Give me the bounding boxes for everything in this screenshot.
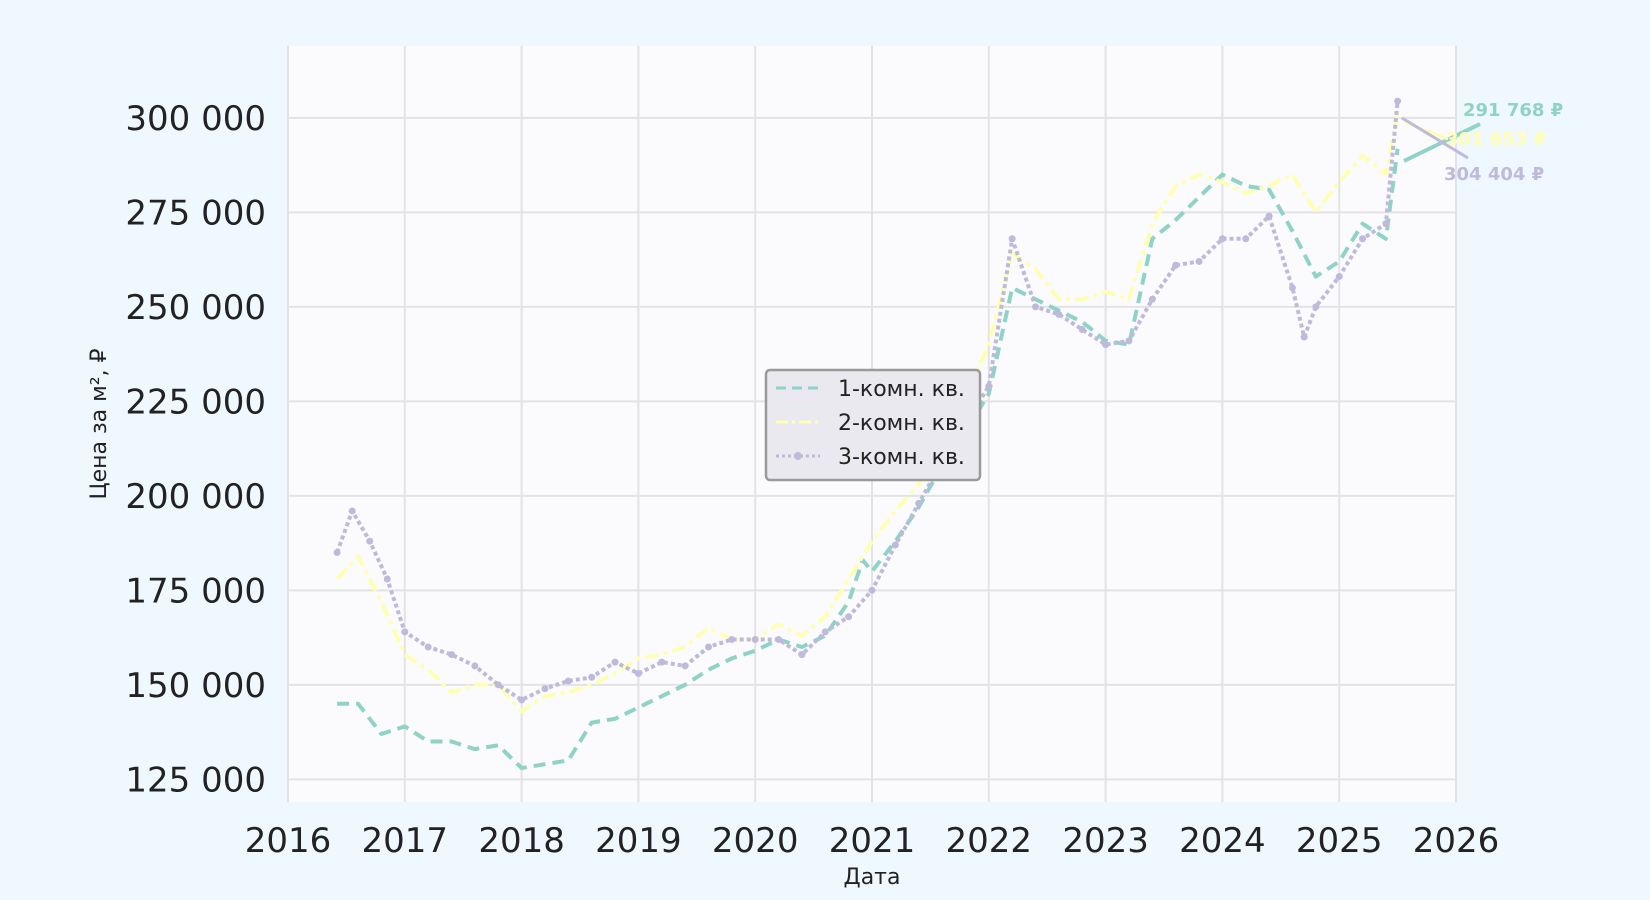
series-3-point <box>1055 310 1063 318</box>
x-tick-label: 2024 <box>1179 821 1266 861</box>
y-tick-label: 175 000 <box>125 571 266 611</box>
x-tick-label: 2018 <box>478 821 565 861</box>
series-3-point <box>366 537 374 545</box>
series-3-point <box>775 635 783 643</box>
series-layer <box>333 97 1402 770</box>
series-3-point <box>1335 273 1343 281</box>
y-tick-labels: 125 000 150 000 175 000 200 000 225 000 250 0… <box>125 99 266 801</box>
series-3-point <box>494 681 502 689</box>
x-axis-label: Дата <box>844 865 901 890</box>
series-3-point <box>915 499 923 507</box>
series-3-point <box>845 613 853 621</box>
annotation-arrow-3 <box>1401 116 1469 160</box>
series-3-point <box>588 673 596 681</box>
series-3-point <box>658 658 666 666</box>
y-tick-label: 225 000 <box>125 382 266 422</box>
y-axis-label: Цена за м², ₽ <box>87 348 112 499</box>
y-tick-label: 275 000 <box>125 193 266 233</box>
series-3-point <box>564 677 572 685</box>
series-3-point <box>728 635 736 643</box>
y-tick-label: 250 000 <box>125 288 266 328</box>
series-3-point <box>821 628 829 636</box>
series-3-point <box>541 685 549 693</box>
series-3-point <box>1242 235 1250 243</box>
x-tick-label: 2025 <box>1296 821 1383 861</box>
series-3-point <box>751 635 759 643</box>
series-3-point <box>1265 212 1273 220</box>
series-3-point <box>1172 261 1180 269</box>
series-3-point <box>891 541 899 549</box>
series-3-point <box>798 651 806 659</box>
series-3-point <box>1382 220 1390 228</box>
series-3-point <box>424 643 432 651</box>
series-3-point <box>985 382 993 390</box>
annotation-label-1: 291 768 ₽ <box>1463 100 1563 121</box>
legend-label-1: 1-комн. кв. <box>838 377 965 402</box>
series-3-point <box>634 669 642 677</box>
series-3-point <box>333 549 341 557</box>
x-tick-label: 2017 <box>362 821 449 861</box>
series-3-point <box>1300 333 1308 341</box>
series-3-point <box>1125 337 1133 345</box>
y-tick-label: 200 000 <box>125 477 266 517</box>
legend-label-3: 3-комн. кв. <box>838 445 965 470</box>
series-3-point <box>1394 97 1402 105</box>
annotations: 291 768 ₽ 301 653 ₽ 304 404 ₽ <box>1401 100 1563 185</box>
series-3-point <box>1032 303 1040 311</box>
x-tick-label: 2026 <box>1413 821 1500 861</box>
series-line-2 <box>335 111 1400 714</box>
x-tick-label: 2020 <box>712 821 799 861</box>
series-3-point <box>401 628 409 636</box>
x-tick-label: 2016 <box>245 821 332 861</box>
y-tick-label: 150 000 <box>125 666 266 706</box>
series-3-point <box>1312 303 1320 311</box>
legend-box <box>764 368 982 482</box>
series-3-point <box>1148 295 1156 303</box>
legend-marker-3 <box>794 452 802 460</box>
series-3-point <box>448 651 456 659</box>
series-3-point <box>1288 284 1296 292</box>
series-3-point <box>1195 257 1203 265</box>
series-3-point <box>1008 235 1016 243</box>
series-3-point <box>518 696 526 704</box>
x-tick-labels: 2016 2017 2018 2019 2020 2021 2022 2023 2024 2025… <box>245 821 1500 861</box>
series-3-point <box>1078 326 1086 333</box>
series-3-point <box>611 658 619 666</box>
series-3-point <box>348 507 356 515</box>
legend-label-2: 2-комн. кв. <box>838 411 965 436</box>
series-line-1 <box>337 148 1400 770</box>
x-tick-label: 2022 <box>946 821 1033 861</box>
x-tick-label: 2021 <box>829 821 916 861</box>
series-3-point <box>704 643 712 651</box>
series-3-point <box>868 586 876 594</box>
legend: 1-комн. кв. 2-комн. кв. 3-комн. кв. <box>764 368 982 482</box>
series-3-point <box>1102 341 1110 349</box>
x-tick-label: 2019 <box>595 821 682 861</box>
series-3-point <box>681 662 689 670</box>
annotation-label-2: 301 653 ₽ <box>1446 129 1546 150</box>
annotation-label-3: 304 404 ₽ <box>1444 164 1544 185</box>
x-tick-label: 2023 <box>1062 821 1149 861</box>
series-3-point <box>1359 235 1367 243</box>
y-tick-label: 300 000 <box>125 99 266 139</box>
series-3-point <box>471 662 479 670</box>
series-3-point <box>383 575 391 583</box>
series-3-point <box>1218 235 1226 243</box>
y-tick-label: 125 000 <box>125 760 266 800</box>
